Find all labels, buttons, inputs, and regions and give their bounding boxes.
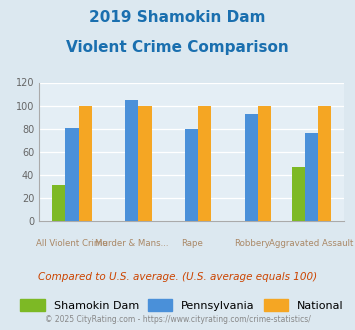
- Text: Violent Crime Comparison: Violent Crime Comparison: [66, 40, 289, 54]
- Text: Murder & Mans...: Murder & Mans...: [95, 239, 169, 248]
- Text: Compared to U.S. average. (U.S. average equals 100): Compared to U.S. average. (U.S. average …: [38, 272, 317, 282]
- Bar: [138, 106, 152, 221]
- Bar: [245, 114, 258, 221]
- Text: Robbery: Robbery: [234, 239, 269, 248]
- Bar: [198, 106, 212, 221]
- Legend: Shamokin Dam, Pennsylvania, National: Shamokin Dam, Pennsylvania, National: [20, 299, 343, 311]
- Bar: [258, 106, 271, 221]
- Text: © 2025 CityRating.com - https://www.cityrating.com/crime-statistics/: © 2025 CityRating.com - https://www.city…: [45, 315, 310, 324]
- Bar: [65, 127, 78, 221]
- Bar: [305, 133, 318, 221]
- Bar: [78, 106, 92, 221]
- Bar: [318, 106, 331, 221]
- Text: Rape: Rape: [181, 239, 203, 248]
- Text: Aggravated Assault: Aggravated Assault: [269, 239, 354, 248]
- Text: 2019 Shamokin Dam: 2019 Shamokin Dam: [89, 10, 266, 25]
- Text: All Violent Crime: All Violent Crime: [36, 239, 108, 248]
- Bar: [185, 129, 198, 221]
- Bar: [52, 185, 65, 221]
- Bar: [292, 167, 305, 221]
- Bar: [125, 100, 138, 221]
